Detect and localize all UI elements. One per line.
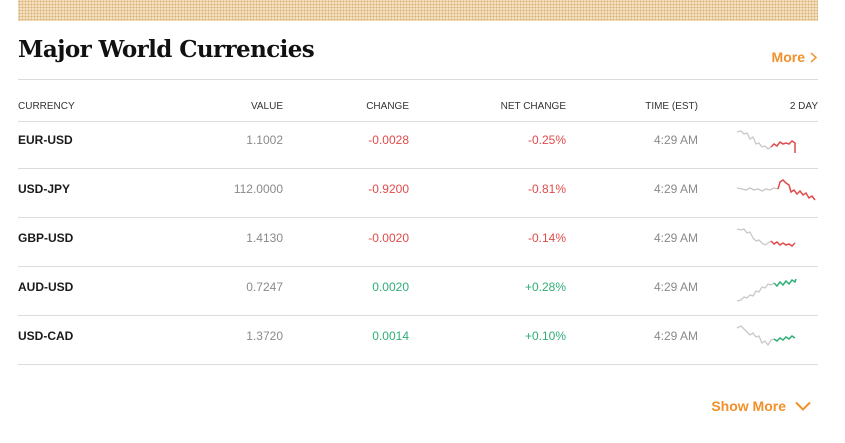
header-currency: CURRENCY — [18, 101, 75, 112]
sparkline-2day — [736, 325, 796, 347]
currency-value: 1.4130 — [246, 231, 283, 245]
currency-value: 112.0000 — [233, 182, 283, 196]
row-divider — [18, 364, 818, 365]
header-divider — [18, 121, 818, 122]
currency-pair[interactable]: AUD-USD — [18, 280, 74, 294]
row-divider — [18, 266, 818, 267]
header-net-change: NET CHANGE — [500, 101, 566, 112]
title-divider — [18, 79, 818, 80]
currency-pair[interactable]: EUR-USD — [18, 133, 73, 147]
currency-time: 4:29 AM — [653, 231, 698, 245]
chevron-down-icon — [795, 401, 811, 411]
more-link[interactable]: More — [772, 49, 817, 65]
currency-value: 1.1002 — [246, 133, 283, 147]
header-2day: 2 DAY — [789, 101, 818, 112]
sparkline-recent-line — [770, 240, 796, 247]
show-more-label: Show More — [711, 398, 786, 414]
currency-change: -0.0020 — [368, 231, 409, 245]
page-title: Major World Currencies — [18, 36, 315, 63]
sparkline-2day — [736, 130, 796, 153]
currency-value: 0.7247 — [246, 280, 283, 294]
sparkline-history-line — [736, 325, 775, 347]
sparkline-recent-line — [773, 278, 797, 288]
sparkline-history-line — [736, 130, 772, 150]
sparkline-history-line — [736, 282, 775, 302]
currency-time: 4:29 AM — [653, 182, 698, 196]
show-more-button[interactable]: Show More — [711, 398, 811, 414]
sparkline-history-line — [736, 187, 779, 192]
sparkline-recent-line — [777, 179, 816, 201]
currency-time: 4:29 AM — [653, 280, 698, 294]
row-divider — [18, 168, 818, 169]
currency-change: 0.0020 — [372, 280, 409, 294]
currency-value: 1.3720 — [246, 329, 283, 343]
row-divider — [18, 217, 818, 218]
currency-pair[interactable]: GBP-USD — [18, 231, 74, 245]
row-divider — [18, 315, 818, 316]
more-link-label: More — [771, 49, 805, 65]
sparkline-recent-line — [773, 335, 796, 342]
currency-net-change: +0.10% — [524, 329, 566, 343]
header-time: TIME (EST) — [645, 101, 698, 112]
currency-time: 4:29 AM — [653, 133, 698, 147]
sparkline-2day — [736, 278, 797, 302]
currency-pair[interactable]: USD-JPY — [18, 182, 71, 196]
sparkline-2day — [736, 228, 796, 247]
header-change: CHANGE — [366, 101, 409, 112]
currency-net-change: -0.81% — [527, 182, 566, 196]
sparkline-history-line — [736, 228, 772, 246]
currency-pair[interactable]: USD-CAD — [18, 329, 74, 343]
sparkline-2day — [736, 179, 816, 201]
currency-change: 0.0014 — [372, 329, 409, 343]
currency-change: -0.0028 — [368, 133, 409, 147]
chevron-right-icon — [810, 51, 817, 63]
currency-net-change: -0.25% — [527, 133, 566, 147]
currency-change: -0.9200 — [368, 182, 409, 196]
currency-net-change: +0.28% — [524, 280, 566, 294]
header-value: VALUE — [250, 101, 283, 112]
top-banner-strip — [18, 0, 818, 21]
currency-net-change: -0.14% — [527, 231, 566, 245]
currency-time: 4:29 AM — [653, 329, 698, 343]
sparkline-recent-line — [770, 140, 796, 153]
